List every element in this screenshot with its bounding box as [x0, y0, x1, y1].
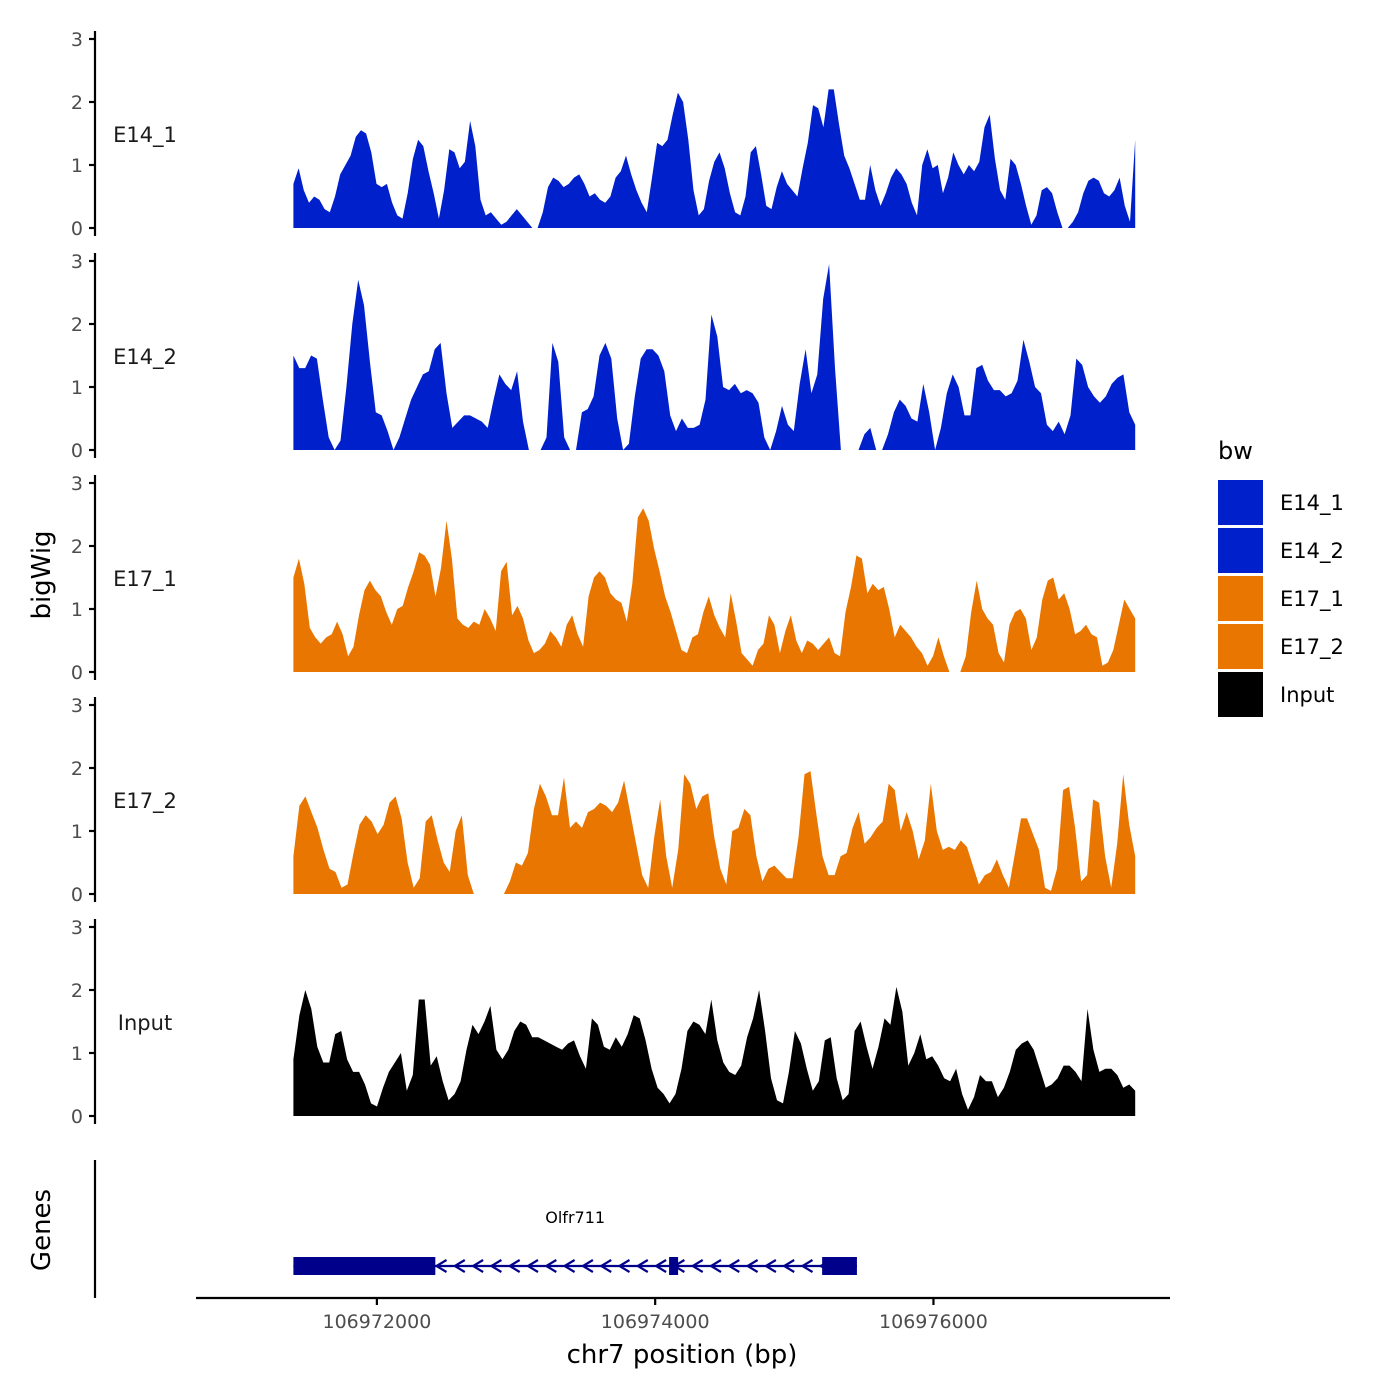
- strand-arrow-icon: [599, 1259, 612, 1273]
- strand-arrow-icon: [470, 1259, 484, 1273]
- gene-track-panel: Olfr711: [93, 1160, 857, 1298]
- coverage-area-Input: [293, 986, 1136, 1116]
- y-tick-label-E14_2-1: 1: [71, 377, 83, 399]
- y-tick-label-E17_2-1: 1: [71, 821, 83, 843]
- strand-arrow-icon: [708, 1259, 722, 1273]
- panel-label-Input: Input: [118, 1011, 172, 1035]
- strand-arrow-icon: [782, 1259, 795, 1273]
- legend-label-E17_2: E17_2: [1280, 635, 1344, 660]
- x-axis-title: chr7 position (bp): [567, 1340, 798, 1370]
- x-tick-label-106972000: 106972000: [322, 1311, 431, 1333]
- coverage-panels: 0 1 2 3 E14_1 0 1 2 3 E14_2 0 1 2 3 E17_1 0 1 2 3 E17_2 0 1 2 3…: [71, 29, 1136, 1128]
- y-tick-label-E14_1-0: 0: [71, 218, 83, 240]
- strand-arrow-icon: [745, 1259, 759, 1273]
- strand-arrow-icon: [452, 1259, 466, 1273]
- y-tick-label-E14_2-3: 3: [71, 251, 83, 273]
- legend-label-E14_2: E14_2: [1280, 539, 1344, 564]
- y-tick-label-E17_1-0: 0: [71, 662, 83, 684]
- x-tick-label-106974000: 106974000: [601, 1311, 710, 1333]
- genes-panel-title: Genes: [27, 1189, 57, 1271]
- y-axis-title: bigWig: [27, 530, 57, 619]
- coverage-area-E17_2: [293, 771, 1136, 894]
- legend-key-E14_1: [1218, 480, 1263, 525]
- y-tick-label-E17_2-3: 3: [71, 695, 83, 717]
- strand-arrow-icon: [800, 1259, 814, 1273]
- panel-E14_1: 0 1 2 3 E14_1: [71, 29, 1136, 240]
- strand-arrow-icon: [507, 1259, 521, 1273]
- legend-label-E14_1: E14_1: [1280, 491, 1344, 516]
- gene-Olfr711: Olfr711: [293, 1208, 857, 1275]
- panel-E17_1: 0 1 2 3 E17_1: [71, 473, 1136, 684]
- gene-exon-2: [669, 1257, 679, 1275]
- x-tick-label-106976000: 106976000: [879, 1311, 988, 1333]
- strand-arrow-icon: [434, 1259, 448, 1273]
- y-tick-label-E17_2-2: 2: [71, 758, 83, 780]
- coverage-area-E14_2: [293, 264, 1136, 450]
- panel-label-E17_2: E17_2: [113, 789, 177, 814]
- y-tick-label-E17_1-1: 1: [71, 599, 83, 621]
- strand-arrow-icon: [580, 1259, 594, 1273]
- strand-arrow-icon: [690, 1259, 704, 1273]
- y-tick-label-E14_2-0: 0: [71, 440, 83, 462]
- panel-label-E14_2: E14_2: [113, 345, 177, 370]
- y-tick-label-Input-0: 0: [71, 1106, 83, 1128]
- y-tick-label-E14_1-3: 3: [71, 29, 83, 51]
- y-tick-label-E17_1-3: 3: [71, 473, 83, 495]
- y-tick-label-E14_1-2: 2: [71, 92, 83, 114]
- panel-label-E14_1: E14_1: [113, 123, 177, 148]
- panel-Input: 0 1 2 3 Input: [71, 917, 1136, 1128]
- strand-arrow-icon: [727, 1259, 740, 1273]
- panel-label-E17_1: E17_1: [113, 567, 177, 592]
- coverage-area-E17_1: [293, 508, 1136, 672]
- strand-arrow-icon: [525, 1259, 539, 1273]
- legend-key-E14_2: [1218, 528, 1263, 573]
- strand-arrow-icon: [617, 1259, 631, 1273]
- strand-arrow-icon: [635, 1259, 649, 1273]
- gene-exon-1: [293, 1257, 436, 1275]
- legend-key-E17_2: [1218, 624, 1263, 669]
- strand-arrow-icon: [562, 1259, 576, 1273]
- legend: bw E14_1 E14_2 E17_1 E17_2 Input: [1218, 437, 1344, 717]
- legend-label-E17_1: E17_1: [1280, 587, 1344, 612]
- panel-E17_2: 0 1 2 3 E17_2: [71, 695, 1136, 906]
- y-tick-label-Input-3: 3: [71, 917, 83, 939]
- gene-exon-3: [822, 1257, 857, 1275]
- x-axis: 106972000 106974000 106976000: [196, 1296, 1170, 1333]
- y-tick-label-E14_1-1: 1: [71, 155, 83, 177]
- strand-arrow-icon: [763, 1259, 777, 1273]
- y-tick-label-E14_2-2: 2: [71, 314, 83, 336]
- strand-arrow-icon: [653, 1259, 667, 1273]
- y-tick-label-Input-1: 1: [71, 1043, 83, 1065]
- legend-title: bw: [1218, 437, 1253, 465]
- strand-arrow-icon: [544, 1259, 557, 1273]
- y-tick-label-E17_1-2: 2: [71, 536, 83, 558]
- y-tick-label-E17_2-0: 0: [71, 884, 83, 906]
- legend-key-E17_1: [1218, 576, 1263, 621]
- legend-key-Input: [1218, 672, 1263, 717]
- legend-label-Input: Input: [1280, 683, 1334, 707]
- strand-arrow-icon: [489, 1259, 502, 1273]
- panel-E14_2: 0 1 2 3 E14_2: [71, 251, 1136, 462]
- y-tick-label-Input-2: 2: [71, 980, 83, 1002]
- gene-label: Olfr711: [545, 1208, 605, 1227]
- coverage-area-E14_1: [293, 89, 1136, 229]
